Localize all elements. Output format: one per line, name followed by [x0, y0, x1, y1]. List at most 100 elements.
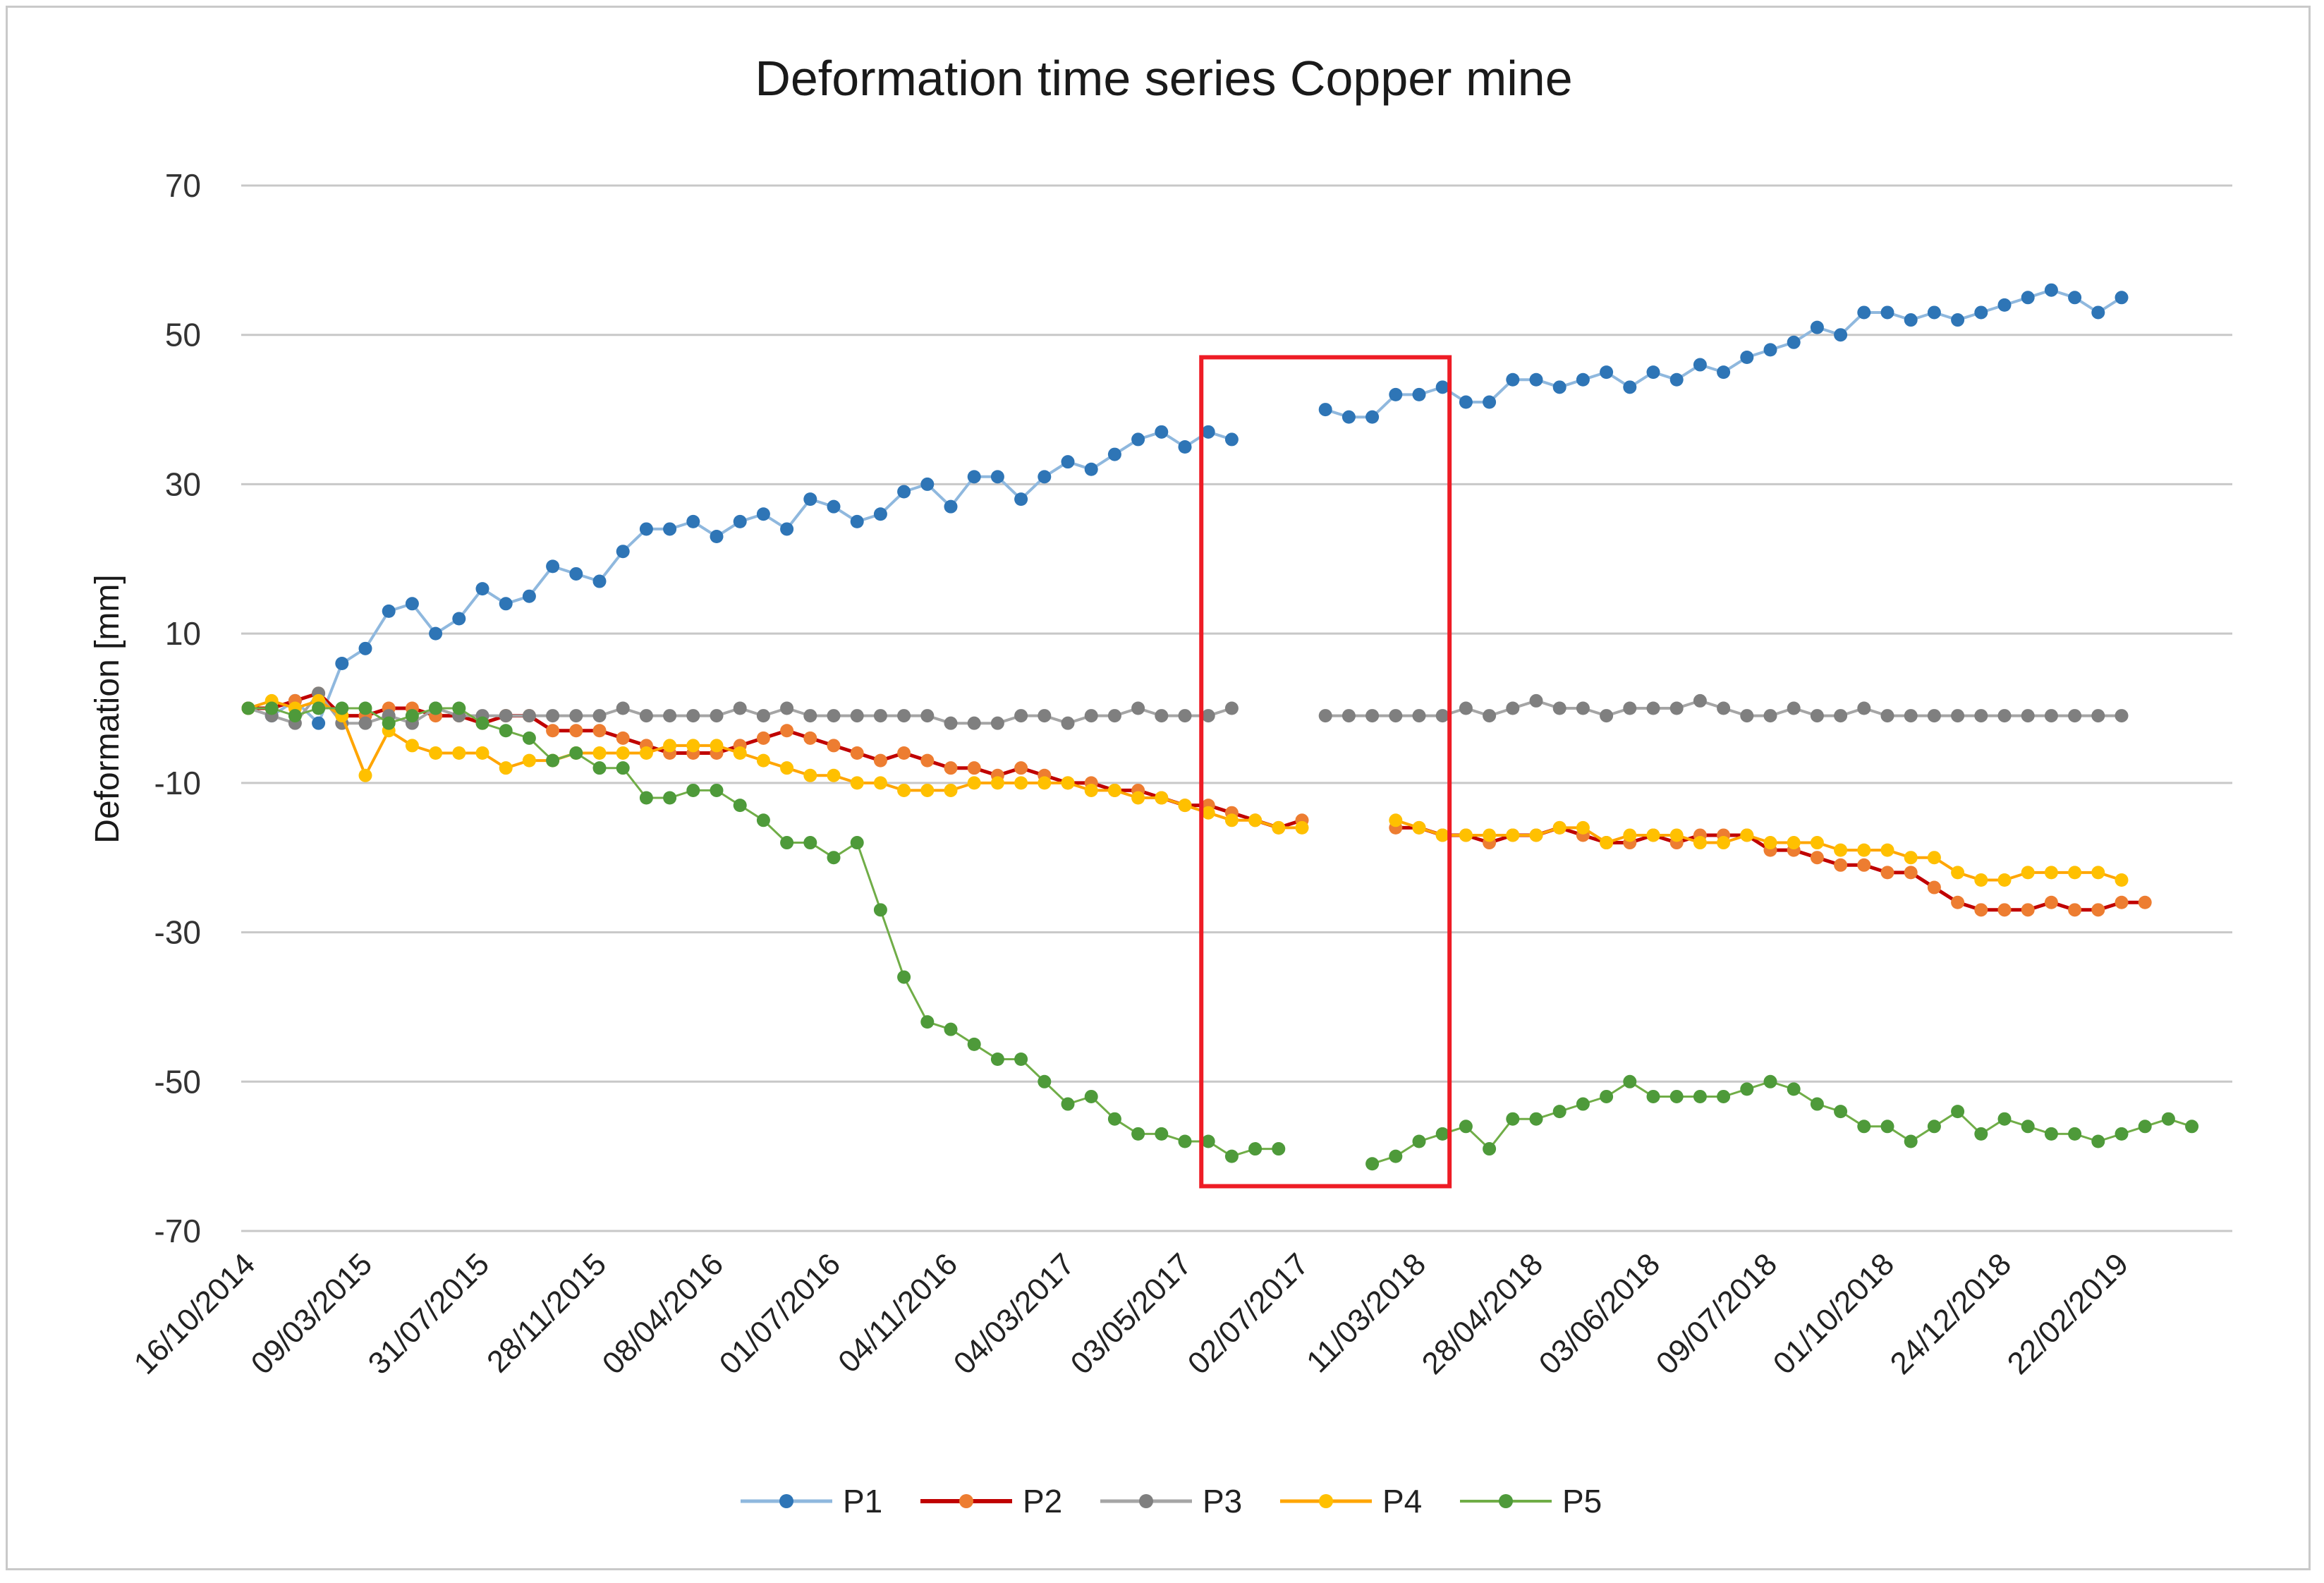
data-point — [733, 514, 747, 528]
legend-marker — [1499, 1494, 1513, 1508]
data-point — [1552, 1105, 1566, 1119]
data-point — [1834, 709, 1848, 723]
data-point — [1529, 1112, 1543, 1126]
data-point — [2068, 709, 2082, 723]
data-point — [2021, 291, 2035, 305]
data-point — [2161, 1112, 2175, 1126]
data-point — [1412, 387, 1426, 401]
data-point — [780, 836, 794, 850]
data-point — [429, 746, 443, 760]
data-point — [1084, 462, 1098, 476]
data-point — [1974, 305, 1988, 320]
data-point — [1014, 776, 1028, 790]
data-point — [1810, 709, 1824, 723]
data-point — [1295, 820, 1309, 835]
data-point — [2068, 866, 2082, 880]
x-tick-label: 02/07/2017 — [1181, 1247, 1315, 1381]
data-point — [1951, 866, 1965, 880]
data-point — [1201, 425, 1215, 439]
x-tick-label: 11/03/2018 — [1300, 1247, 1432, 1379]
data-point — [803, 768, 817, 782]
data-point — [756, 507, 770, 521]
data-point — [897, 485, 911, 499]
data-point — [1600, 1089, 1614, 1103]
data-point — [1834, 328, 1848, 342]
data-point — [663, 739, 677, 753]
data-point — [1084, 709, 1098, 723]
data-point — [1623, 701, 1637, 715]
data-point — [2044, 1127, 2058, 1141]
data-point — [1646, 828, 1660, 842]
x-tick-label: 09/07/2018 — [1650, 1247, 1784, 1381]
data-point — [1763, 1074, 1777, 1088]
data-point — [1693, 836, 1707, 850]
data-point — [2138, 1120, 2152, 1134]
data-point — [1155, 791, 1169, 805]
data-point — [1669, 1089, 1684, 1103]
data-point — [873, 753, 887, 768]
data-point — [522, 753, 536, 768]
data-point — [616, 746, 630, 760]
y-axis-label: Deformation [mm] — [89, 574, 126, 843]
data-point — [1178, 1134, 1192, 1148]
data-point — [1951, 895, 1965, 909]
data-point — [780, 522, 794, 536]
data-point — [1880, 866, 1894, 880]
data-point — [710, 530, 724, 544]
data-point — [592, 761, 607, 775]
data-point — [405, 597, 419, 611]
data-point — [358, 768, 372, 782]
data-point — [1669, 372, 1684, 387]
data-point — [1014, 709, 1028, 723]
data-point — [1224, 701, 1239, 715]
data-point — [1272, 1142, 1286, 1156]
data-point — [546, 724, 560, 738]
data-point — [1717, 836, 1731, 850]
data-point — [1131, 1127, 1145, 1141]
data-point — [2091, 709, 2105, 723]
data-point — [2091, 866, 2105, 880]
data-point — [1412, 709, 1426, 723]
data-point — [1061, 1097, 1075, 1111]
data-point — [1740, 1082, 1754, 1096]
data-point — [1810, 836, 1824, 850]
x-tick-label: 31/07/2015 — [362, 1247, 496, 1381]
data-point — [1810, 851, 1824, 865]
data-point — [616, 761, 630, 775]
data-point — [1600, 836, 1614, 850]
data-point — [780, 701, 794, 715]
legend-label: P5 — [1562, 1483, 1602, 1520]
data-point — [920, 783, 935, 797]
data-point — [499, 724, 513, 738]
data-point — [2044, 895, 2058, 909]
data-point — [1740, 828, 1754, 842]
data-point — [1600, 709, 1614, 723]
data-point — [827, 768, 841, 782]
data-point — [592, 574, 607, 588]
data-point — [1904, 1134, 1918, 1148]
data-point — [967, 1037, 981, 1051]
data-point — [967, 716, 981, 730]
data-point — [1365, 410, 1380, 424]
legend-label: P4 — [1382, 1483, 1422, 1520]
data-point — [1506, 372, 1520, 387]
data-point — [358, 701, 372, 715]
data-point — [2115, 1127, 2129, 1141]
data-point — [569, 724, 583, 738]
data-point — [920, 477, 935, 491]
data-point — [1927, 880, 1941, 894]
data-point — [1904, 866, 1918, 880]
data-point — [569, 746, 583, 760]
data-point — [1506, 701, 1520, 715]
data-point — [1318, 403, 1332, 417]
data-point — [1951, 709, 1965, 723]
data-point — [1272, 820, 1286, 835]
data-point — [1997, 709, 2012, 723]
data-point — [1974, 709, 1988, 723]
data-point — [1623, 828, 1637, 842]
series-line — [248, 699, 1302, 830]
data-point — [429, 626, 443, 641]
data-point — [1834, 843, 1848, 857]
gridlines — [241, 184, 2232, 1232]
data-point — [1107, 447, 1121, 461]
